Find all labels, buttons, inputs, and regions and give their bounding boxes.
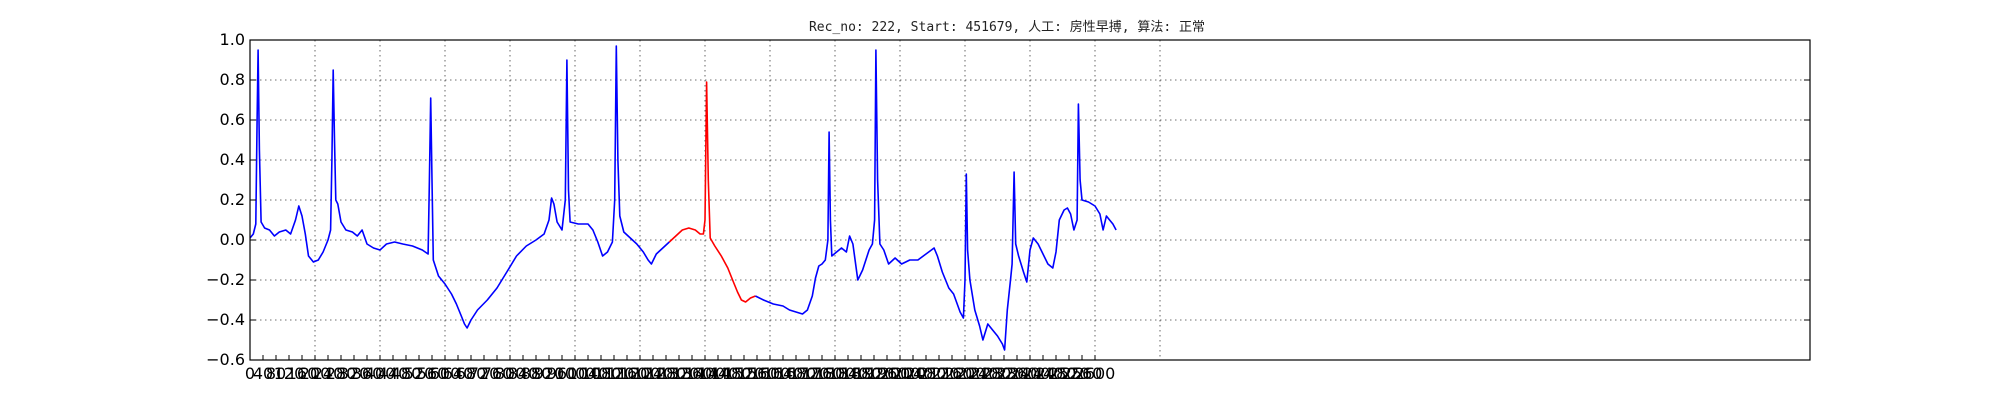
- x-tick-label: 1560: [737, 364, 778, 383]
- x-tick-label: 2040: [893, 364, 934, 383]
- x-tick-label: 400: [365, 364, 396, 383]
- x-tick-label: 1000: [555, 364, 596, 383]
- x-tick-label: 1400: [685, 364, 726, 383]
- x-tick-label: 2360: [997, 364, 1038, 383]
- x-tick-label: 720: [469, 364, 500, 383]
- y-tick-label: −0.2: [206, 270, 245, 289]
- x-tick-label: 1760: [802, 364, 843, 383]
- x-tick-label: 2600: [1075, 364, 1116, 383]
- x-tick-label: 1320: [659, 364, 700, 383]
- series-layer: [249, 45, 1117, 351]
- x-tick-label: 2240: [958, 364, 999, 383]
- x-tick-label: 1680: [776, 364, 817, 383]
- x-tick-label: 1840: [828, 364, 869, 383]
- ecg-trace-after: [755, 49, 1117, 351]
- x-tick-label: 2480: [1036, 364, 1077, 383]
- x-tick-label: 760: [482, 364, 513, 383]
- x-tick-label: 120: [274, 364, 305, 383]
- x-tick-label: 480: [391, 364, 422, 383]
- x-tick-label: 360: [352, 364, 383, 383]
- x-tick-label: 840: [508, 364, 539, 383]
- x-tick-label: 280: [326, 364, 357, 383]
- x-tick-label: 600: [430, 364, 461, 383]
- x-tick-label: 800: [495, 364, 526, 383]
- x-tick-label: 2200: [945, 364, 986, 383]
- x-tick-label: 1160: [607, 364, 648, 383]
- y-tick-label: 0.8: [220, 70, 245, 89]
- x-tick-label: 2400: [1010, 364, 1051, 383]
- x-tick-label: 1800: [815, 364, 856, 383]
- x-tick-label: 2320: [984, 364, 1025, 383]
- x-tick-label: 2000: [880, 364, 921, 383]
- x-tick-label: 1880: [841, 364, 882, 383]
- x-tick-label: 240: [313, 364, 344, 383]
- y-tick-label: −0.4: [206, 310, 245, 329]
- x-tick-label: 80: [266, 364, 286, 383]
- x-tick-label: 2160: [932, 364, 973, 383]
- x-tick-label: 1120: [594, 364, 635, 383]
- x-tick-label: 1920: [854, 364, 895, 383]
- x-tick-label: 1440: [698, 364, 739, 383]
- y-tick-label: 0.0: [220, 230, 245, 249]
- y-tick-label: −0.6: [206, 350, 245, 369]
- x-tick-label: 2440: [1023, 364, 1064, 383]
- x-tick-label: 1600: [750, 364, 791, 383]
- x-tick-label: 920: [534, 364, 565, 383]
- chart-title: Rec_no: 222, Start: 451679, 人工: 房性早搏, 算法…: [809, 19, 1205, 35]
- x-tick-label: 440: [378, 364, 409, 383]
- x-tick-label: 40: [253, 364, 273, 383]
- x-tick-label: 2280: [971, 364, 1012, 383]
- ecg-trace-before: [249, 45, 670, 329]
- x-tick-label: 2520: [1049, 364, 1090, 383]
- x-tick-label: 2080: [906, 364, 947, 383]
- x-tick-label: 880: [521, 364, 552, 383]
- y-tick-label: 0.2: [220, 190, 245, 209]
- x-tick-label: 1280: [646, 364, 687, 383]
- x-tick-label: 1080: [581, 364, 622, 383]
- x-tick-label: 960: [547, 364, 578, 383]
- x-tick-label: 1240: [633, 364, 674, 383]
- x-tick-label: 680: [456, 364, 487, 383]
- x-tick-label: 1640: [763, 364, 804, 383]
- y-tick-label: 0.4: [220, 150, 245, 169]
- x-tick-label: 1040: [568, 364, 609, 383]
- y-tick-label: 1.0: [220, 30, 245, 49]
- ticks: 1.00.80.60.40.20.0−0.2−0.4−0.60408012016…: [206, 30, 1810, 383]
- x-tick-label: 560: [417, 364, 448, 383]
- x-tick-label: 1200: [620, 364, 661, 383]
- x-tick-label: 160: [287, 364, 318, 383]
- y-tick-label: 0.6: [220, 110, 245, 129]
- ecg-trace-event: [668, 81, 756, 303]
- x-tick-label: 2560: [1062, 364, 1103, 383]
- x-tick-label: 640: [443, 364, 474, 383]
- x-tick-label: 1960: [867, 364, 908, 383]
- x-tick-label: 320: [339, 364, 370, 383]
- x-tick-label: 1720: [789, 364, 830, 383]
- x-tick-label: 0: [245, 364, 255, 383]
- x-tick-label: 1520: [724, 364, 765, 383]
- x-tick-label: 2120: [919, 364, 960, 383]
- x-tick-label: 1480: [711, 364, 752, 383]
- x-tick-label: 1360: [672, 364, 713, 383]
- x-tick-label: 200: [300, 364, 331, 383]
- x-tick-label: 520: [404, 364, 435, 383]
